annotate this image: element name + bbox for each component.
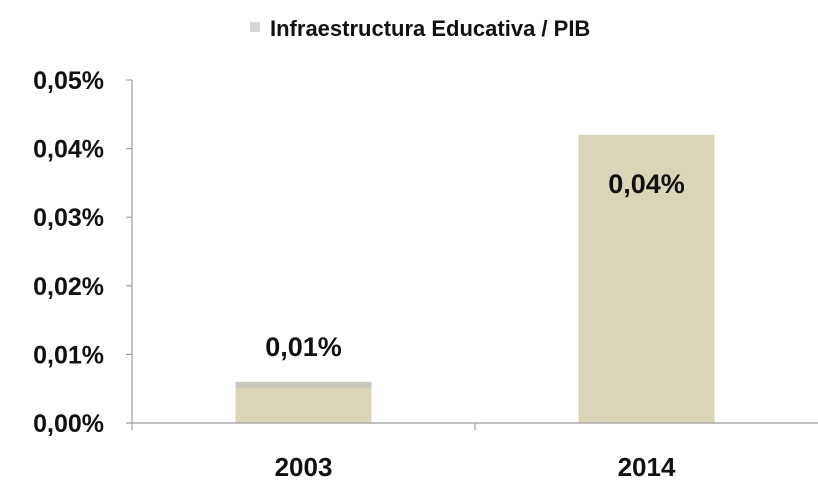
bars xyxy=(235,134,715,423)
y-tick-label: 0,00% xyxy=(33,410,104,438)
y-axis-tick-labels: 0,00% 0,01% 0,02% 0,03% 0,04% 0,05% xyxy=(33,67,104,438)
bar-2003 xyxy=(235,381,372,423)
y-tick-label: 0,02% xyxy=(33,273,104,301)
legend-label: Infraestructura Educativa / PIB xyxy=(270,16,590,41)
x-tick-label: 2014 xyxy=(618,452,676,481)
axes xyxy=(126,79,818,430)
data-labels: 0,01% 0,04% xyxy=(265,169,685,362)
y-tick-label: 0,01% xyxy=(33,341,104,369)
x-tick-label: 2003 xyxy=(275,452,333,481)
y-tick-label: 0,03% xyxy=(33,204,104,232)
y-tick-label: 0,05% xyxy=(33,67,104,95)
bar-top-edge xyxy=(235,381,372,388)
legend-swatch xyxy=(250,22,260,32)
y-tick-label: 0,04% xyxy=(33,136,104,164)
data-label: 0,01% xyxy=(265,332,342,362)
legend: Infraestructura Educativa / PIB xyxy=(250,16,590,41)
x-axis-tick-labels: 2003 2014 xyxy=(275,452,676,481)
bar-2014 xyxy=(578,134,715,423)
data-label: 0,04% xyxy=(608,169,685,199)
